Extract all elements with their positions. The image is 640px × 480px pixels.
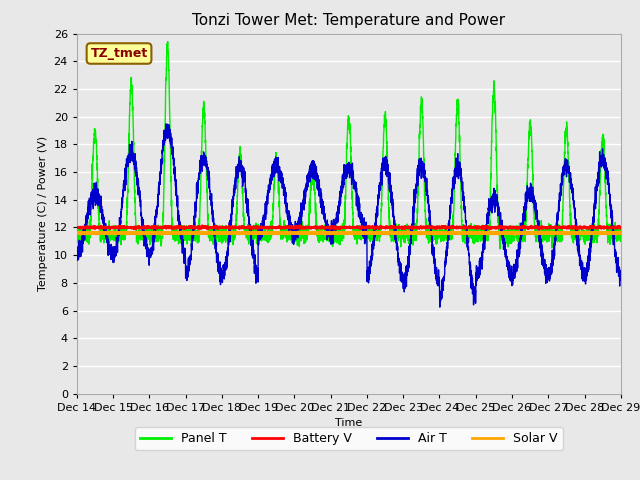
Battery V: [73, 225, 81, 230]
Line: Battery V: Battery V: [77, 226, 621, 229]
Battery V: [616, 225, 624, 230]
Air T: [73, 253, 81, 259]
Battery V: [329, 225, 337, 231]
Solar V: [403, 228, 411, 234]
Panel T: [502, 231, 509, 237]
Solar V: [171, 231, 179, 237]
Solar V: [441, 230, 449, 236]
Title: Tonzi Tower Met: Temperature and Power: Tonzi Tower Met: Temperature and Power: [192, 13, 506, 28]
Panel T: [329, 230, 337, 236]
Line: Solar V: Solar V: [77, 231, 621, 235]
Panel T: [73, 238, 81, 244]
Battery V: [617, 225, 625, 230]
Line: Air T: Air T: [77, 124, 621, 307]
Battery V: [171, 224, 179, 230]
Panel T: [616, 231, 624, 237]
Air T: [171, 177, 179, 182]
Legend: Panel T, Battery V, Air T, Solar V: Panel T, Battery V, Air T, Solar V: [135, 427, 563, 450]
Y-axis label: Temperature (C) / Power (V): Temperature (C) / Power (V): [38, 136, 48, 291]
Air T: [162, 121, 170, 127]
X-axis label: Time: Time: [335, 418, 362, 428]
Line: Panel T: Panel T: [77, 42, 621, 249]
Solar V: [329, 230, 337, 236]
Solar V: [617, 231, 625, 237]
Air T: [471, 294, 479, 300]
Panel T: [171, 227, 179, 232]
Panel T: [164, 39, 172, 45]
Air T: [436, 304, 444, 310]
Panel T: [471, 229, 479, 235]
Solar V: [73, 229, 81, 235]
Panel T: [496, 246, 504, 252]
Battery V: [296, 223, 304, 228]
Battery V: [502, 224, 509, 230]
Panel T: [617, 230, 625, 236]
Panel T: [441, 230, 449, 236]
Air T: [441, 271, 449, 277]
Air T: [617, 268, 625, 274]
Solar V: [471, 230, 479, 236]
Text: TZ_tmet: TZ_tmet: [90, 47, 148, 60]
Battery V: [471, 225, 479, 230]
Solar V: [502, 230, 509, 236]
Battery V: [441, 225, 449, 231]
Air T: [616, 271, 624, 276]
Solar V: [616, 230, 624, 236]
Air T: [329, 233, 337, 239]
Solar V: [158, 232, 166, 238]
Battery V: [130, 227, 138, 232]
Air T: [502, 255, 509, 261]
